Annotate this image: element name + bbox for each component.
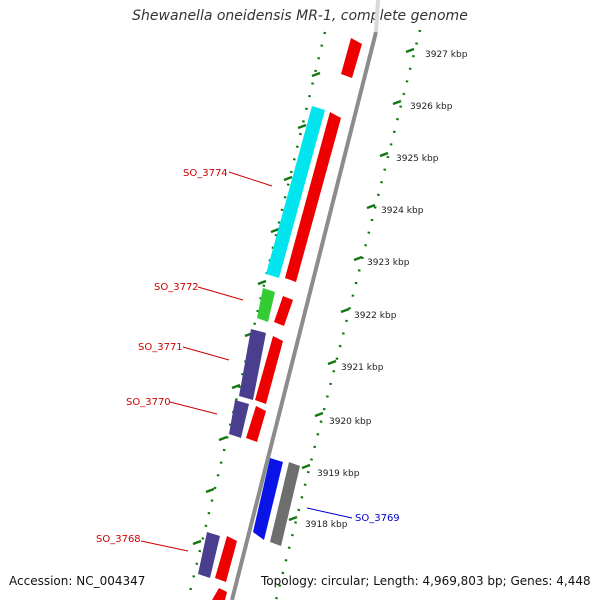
kbp-tick	[340, 307, 350, 314]
kbp-tick	[366, 203, 376, 210]
gene-SO_3769-gray-bar[interactable]	[270, 462, 300, 546]
gene-label-SO_3771[interactable]: SO_3771	[138, 342, 183, 353]
kbp-label: 3925 kbp	[396, 154, 439, 164]
gene-SO_3772-bar[interactable]	[257, 288, 275, 322]
kbp-label: 3922 kbp	[354, 311, 397, 321]
kbp-tick	[288, 515, 298, 522]
cds-feature[interactable]	[255, 336, 283, 404]
accession-text: Accession: NC_004347	[9, 574, 146, 588]
gene-label-SO_3769[interactable]: SO_3769	[355, 513, 400, 524]
gene-label-SO_3768[interactable]: SO_3768	[96, 534, 141, 545]
kbp-label: 3921 kbp	[341, 363, 384, 373]
cds-feature[interactable]	[274, 296, 293, 326]
topology-text: Topology: circular; Length: 4,969,803 bp…	[261, 574, 591, 588]
genome-backbone	[230, 31, 378, 600]
leader-line	[228, 171, 273, 187]
cds-feature[interactable]	[215, 536, 237, 582]
kbp-tick	[327, 359, 337, 366]
gene-labels: SO_3774 SO_3772 SO_3771 SO_3770 SO_3769 …	[96, 168, 400, 552]
feature-track	[198, 106, 325, 578]
gene-SO_3771-bar[interactable]	[239, 329, 266, 400]
gene-SO_3770-bar[interactable]	[229, 400, 249, 438]
cds-feature-large[interactable]	[285, 112, 341, 282]
kbp-tick	[301, 463, 311, 470]
kbp-label: 3927 kbp	[425, 50, 468, 60]
cds-feature[interactable]	[212, 588, 227, 600]
kbp-tick	[392, 99, 402, 106]
kbp-tick	[314, 411, 324, 418]
leader-line	[306, 507, 353, 519]
leader-line	[197, 286, 244, 301]
kbp-tick	[379, 151, 389, 158]
gene-SO_3774-bar[interactable]	[266, 106, 325, 278]
kbp-label: 3919 kbp	[317, 469, 360, 479]
leader-line	[140, 540, 189, 552]
kbp-label: 3923 kbp	[367, 258, 410, 268]
kbp-label: 3926 kbp	[410, 102, 453, 112]
cds-feature[interactable]	[246, 406, 266, 442]
gene-SO_3768-bar[interactable]	[198, 532, 220, 578]
gene-label-SO_3774[interactable]: SO_3774	[183, 168, 228, 179]
map-title: Shewanella oneidensis MR-1, complete gen…	[132, 8, 468, 24]
cds-feature-top[interactable]	[341, 38, 362, 78]
kbp-label: 3918 kbp	[305, 520, 348, 530]
gene-label-SO_3770[interactable]: SO_3770	[126, 397, 171, 408]
kbp-label: 3920 kbp	[329, 417, 372, 427]
genome-backbone-fade	[374, 0, 380, 33]
outer-ticks	[192, 71, 321, 546]
kbp-tick	[405, 47, 415, 54]
gene-SO_3769-bar[interactable]	[253, 458, 283, 540]
kbp-label: 3924 kbp	[381, 206, 424, 216]
leader-line	[169, 401, 218, 415]
kbp-tick	[353, 255, 363, 262]
leader-line	[182, 346, 230, 361]
forward-cds-track	[212, 38, 362, 600]
kbp-scale: 3927 kbp 3926 kbp 3925 kbp 3924 kbp 3923…	[288, 47, 468, 530]
gene-label-SO_3772[interactable]: SO_3772	[154, 282, 199, 293]
